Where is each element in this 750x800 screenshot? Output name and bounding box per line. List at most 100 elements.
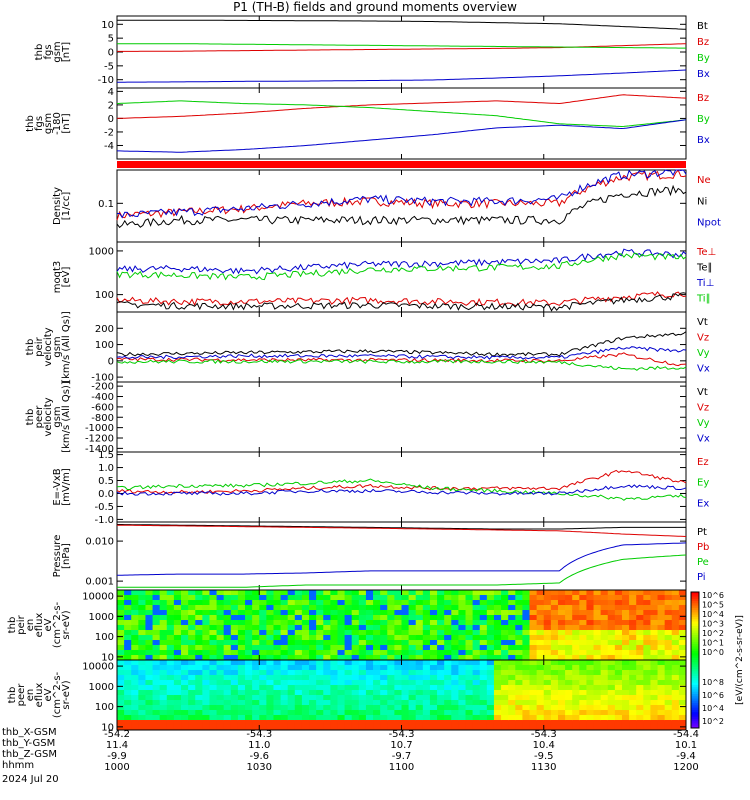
spectrogram-cell — [607, 660, 616, 666]
spectrogram-cell — [138, 605, 146, 611]
spectrogram-cell — [365, 675, 374, 681]
spectrogram-cell — [266, 710, 274, 716]
spectrogram-cell — [358, 600, 367, 606]
spectrogram-cell — [166, 670, 175, 676]
spectrogram-cell — [309, 590, 317, 596]
spectrogram-cell — [344, 665, 353, 671]
spectrogram-cell — [643, 610, 651, 616]
spectrogram-cell — [188, 695, 196, 701]
spectrogram-cell — [330, 625, 338, 631]
colorbar-tick-label: 10^6 — [702, 691, 724, 700]
spectrogram-cell — [131, 625, 139, 631]
spectrogram-cell — [529, 600, 538, 606]
spectrogram-cell — [245, 630, 253, 636]
spectrogram-cell — [636, 635, 644, 641]
spectrogram-cell — [195, 655, 203, 661]
spectrogram-cell — [181, 595, 189, 601]
spectrogram-cell — [444, 625, 452, 631]
spectrogram-cell — [664, 710, 673, 716]
spectrogram-cell — [472, 620, 481, 626]
spectrogram-cell — [152, 725, 161, 731]
spectrogram-cell — [287, 710, 296, 716]
spectrogram-cell — [678, 665, 687, 671]
panel-frame — [116, 169, 687, 243]
series-line-Ex — [116, 484, 687, 496]
y-tick-label: 100 — [95, 632, 114, 643]
spectrogram-cell — [472, 705, 481, 711]
series-line-Ni — [116, 184, 687, 229]
spectrogram-cell — [678, 670, 687, 676]
spectrogram-cell — [365, 710, 374, 716]
colorbar-cell — [691, 598, 699, 602]
spectrogram-cell — [600, 615, 609, 621]
y-tick-label: 0.010 — [85, 537, 114, 548]
spectrogram-cell — [245, 695, 253, 701]
colorbar-tick-label: 10^2 — [702, 717, 724, 726]
spectrogram-cell — [593, 690, 602, 696]
spectrogram-cell — [451, 715, 459, 721]
spectrogram-cell — [245, 625, 253, 631]
spectrogram-cell — [380, 645, 388, 651]
spectrogram-cell — [380, 615, 388, 621]
spectrogram-cell — [536, 615, 545, 621]
colorbar-cell — [691, 616, 699, 620]
spectrogram-cell — [181, 645, 189, 651]
spectrogram-cell — [437, 675, 445, 681]
spectrogram-cell — [209, 635, 218, 641]
spectrogram-cell — [529, 595, 538, 601]
spectrogram-cell — [643, 635, 651, 641]
spectrogram-cell — [216, 655, 225, 661]
spectrogram-cell — [202, 725, 210, 731]
spectrogram-cell — [465, 605, 474, 611]
spectrogram-cell — [323, 610, 331, 616]
y-axis-label: (cm^2-s- — [52, 671, 63, 718]
colorbar-cell — [691, 592, 699, 595]
spectrogram-cell — [593, 665, 602, 671]
spectrogram-cell — [188, 680, 196, 686]
spectrogram-cell — [671, 645, 680, 651]
spectrogram-cell — [600, 595, 609, 601]
spectrogram-cell — [408, 630, 417, 636]
spectrogram-cell — [522, 680, 531, 686]
spectrogram-cell — [593, 650, 602, 656]
spectrogram-cell — [209, 710, 218, 716]
spectrogram-cell — [259, 595, 267, 601]
spectrogram-cell — [259, 675, 267, 681]
spectrogram-cell — [330, 715, 338, 721]
spectrogram-cell — [579, 685, 587, 691]
spectrogram-cell — [380, 625, 388, 631]
spectrogram-cell — [301, 695, 310, 701]
spectrogram-cell — [643, 630, 651, 636]
spectrogram-cell — [565, 660, 573, 666]
spectrogram-cell — [280, 605, 289, 611]
spectrogram-cell — [152, 635, 161, 641]
spectrogram-cell — [173, 690, 182, 696]
spectrogram-cell — [458, 675, 467, 681]
spectrogram-cell — [301, 590, 310, 596]
spectrogram-cell — [337, 715, 346, 721]
spectrogram-cell — [401, 640, 410, 646]
spectrogram-cell — [657, 685, 666, 691]
spectrogram-cell — [209, 695, 218, 701]
spectrogram-cell — [344, 705, 353, 711]
y-tick-label: 0.1 — [98, 199, 114, 210]
spectrogram-cell — [579, 720, 587, 726]
y-axis-label: thb — [34, 44, 45, 61]
spectrogram-cell — [259, 615, 267, 621]
x-axis-value: 11.0 — [248, 740, 270, 751]
spectrogram-cell — [543, 650, 552, 656]
spectrogram-cell — [358, 720, 367, 726]
spectrogram-cell — [650, 715, 659, 721]
spectrogram-cell — [358, 645, 367, 651]
spectrogram-cell — [557, 720, 566, 726]
spectrogram-cell — [600, 655, 609, 661]
spectrogram-cell — [195, 725, 203, 731]
x-axis-value: -54.3 — [531, 729, 557, 740]
spectrogram-cell — [380, 660, 388, 666]
spectrogram-cell — [508, 725, 516, 731]
spectrogram-cell — [259, 685, 267, 691]
spectrogram-cell — [145, 660, 154, 666]
spectrogram-cell — [458, 700, 467, 706]
spectrogram-cell — [394, 715, 402, 721]
spectrogram-cell — [636, 640, 644, 646]
